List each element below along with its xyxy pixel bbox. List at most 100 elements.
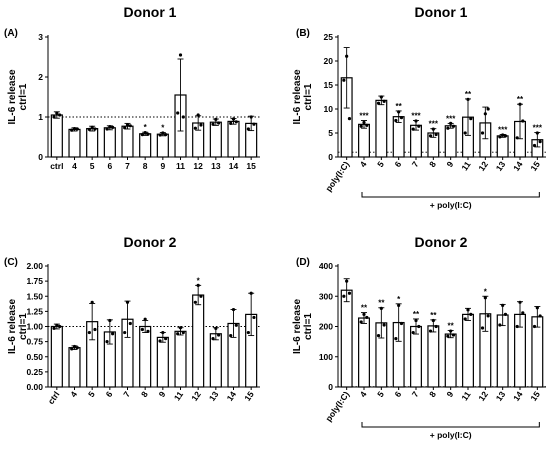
p1-data-point <box>90 125 94 129</box>
p3-y-tick-label: 0.75 <box>26 337 43 347</box>
p3-data-point <box>161 330 165 335</box>
p4-data-point <box>483 296 487 300</box>
p2-data-point <box>538 140 542 144</box>
p1-data-point <box>214 117 218 121</box>
p1-data-point <box>252 122 256 126</box>
p4-data-point <box>515 324 519 329</box>
p2-bar <box>358 123 370 158</box>
p1-data-point <box>140 133 144 137</box>
p4-data-point <box>382 323 386 327</box>
p4-x-tick-label: 4 <box>358 389 369 399</box>
p1-y-tick-label: 0 <box>38 152 43 162</box>
p3-data-point <box>193 300 197 304</box>
p1-data-point <box>199 123 203 127</box>
p2-x-tick-label: 15 <box>528 159 542 173</box>
p2-data-point <box>483 112 487 116</box>
p4-data-point <box>535 306 539 310</box>
p4-data-point <box>469 312 473 316</box>
p2-group-label: + poly(I:C) <box>430 200 472 210</box>
p1-bar <box>227 120 240 158</box>
p1-significance-mark: * <box>161 124 165 133</box>
p1-bar <box>50 114 63 158</box>
p2-data-point <box>518 102 522 106</box>
p1-data-point <box>55 111 59 115</box>
p2-data-point <box>428 134 433 138</box>
p4-data-point <box>362 312 366 316</box>
p1-x-tick-label: ctrl <box>50 161 63 171</box>
p2-data-point <box>486 107 490 111</box>
p1-y-axis-label-1: ctrl=1 <box>18 83 29 110</box>
p3-x-tick-label: 7 <box>121 389 132 399</box>
p1-data-point <box>193 126 197 130</box>
p4-x-tick-label: 11 <box>459 389 473 402</box>
p2-x-tick-label: 9 <box>444 159 455 169</box>
p4-data-point <box>518 300 522 304</box>
p2-data-point <box>434 132 438 137</box>
p1-data-point <box>249 115 253 119</box>
p3-chart-title: Donor 2 <box>124 234 177 250</box>
p4-x-tick-label: 6 <box>392 389 403 399</box>
p3-data-point <box>105 340 109 344</box>
p1-bar <box>156 133 169 158</box>
p4-data-point <box>414 318 418 323</box>
p4-data-point <box>503 312 508 316</box>
p2-data-point <box>532 143 537 148</box>
p2-data-point <box>379 95 383 99</box>
p3-x-tick-label: 12 <box>189 389 203 403</box>
p2-data-point <box>347 117 352 121</box>
p4-data-point <box>417 324 421 329</box>
p2-y-axis-label-1: ctrl=1 <box>303 83 314 110</box>
p1-data-point <box>158 133 162 137</box>
p3-x-tick-label: 8 <box>139 389 150 399</box>
p3-data-point <box>111 332 115 336</box>
p2-data-point <box>414 119 418 123</box>
p3-data-point <box>196 283 200 287</box>
p2-data-point <box>451 124 456 128</box>
p3-y-tick-label: 1.25 <box>26 306 43 316</box>
p1-data-point <box>108 125 112 129</box>
p2-significance-mark: *** <box>429 120 439 129</box>
p3-y-tick-label: 1.50 <box>26 291 43 301</box>
p4-x-tick-label: poly(I:C) <box>323 389 351 423</box>
p2-data-point <box>417 124 421 128</box>
p2-significance-mark: ** <box>396 102 403 111</box>
p2-data-point <box>521 119 525 123</box>
p4-y-tick-label: 200 <box>319 322 333 332</box>
p3-data-point <box>199 294 203 298</box>
p1-bar <box>103 127 116 158</box>
p4-data-point <box>449 329 453 333</box>
p4-y-axis-label-0: IL-6 release <box>292 299 303 354</box>
p1-data-point <box>52 115 56 119</box>
p2-data-point <box>397 110 401 114</box>
p1-y-tick-label: 1 <box>38 112 43 122</box>
p2-data-point <box>480 131 485 135</box>
p3-x-tick-label: ctrl <box>46 389 62 406</box>
p4-data-point <box>446 334 450 338</box>
p1-data-point <box>217 121 221 125</box>
p2-data-point <box>411 127 415 131</box>
p4-y-tick-label: 0 <box>328 382 333 392</box>
p3-y-axis-label-1: ctrl=1 <box>18 313 29 340</box>
p4-data-point <box>394 337 398 341</box>
p1-bar <box>86 128 99 158</box>
p2-data-point <box>376 101 381 105</box>
p3-data-point <box>93 327 97 332</box>
p1-significance-mark: * <box>144 123 148 132</box>
p2-x-tick-label: 6 <box>392 159 403 169</box>
p2-data-point <box>498 135 502 139</box>
p1-data-point <box>231 117 236 121</box>
p3-bar <box>50 325 63 388</box>
p3-x-tick-label: 5 <box>86 389 97 399</box>
p3-data-point <box>176 332 180 336</box>
p4-data-point <box>521 311 525 315</box>
p2-y-tick-label: 20 <box>324 56 334 66</box>
p1-x-tick-label: 15 <box>246 161 256 171</box>
p2-significance-mark: *** <box>359 112 369 121</box>
p1-data-point <box>196 113 200 117</box>
p2-data-point <box>399 116 404 120</box>
p4-group-bracket <box>361 422 540 428</box>
p1-x-tick-label: 13 <box>211 161 221 171</box>
p1-x-tick-label: 14 <box>229 161 239 171</box>
p3-data-point <box>87 330 91 335</box>
p1-data-point <box>143 131 147 135</box>
